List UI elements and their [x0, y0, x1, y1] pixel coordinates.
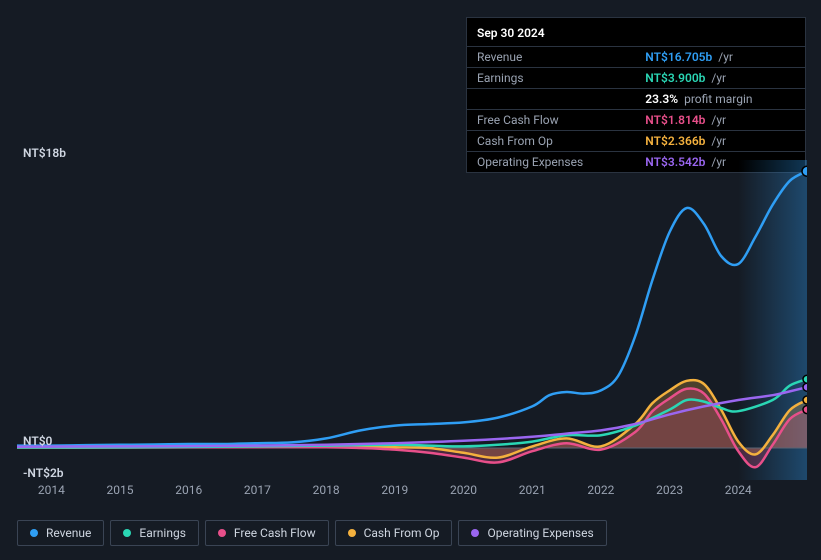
legend-item-revenue[interactable]: Revenue [17, 520, 104, 546]
legend-item-opex[interactable]: Operating Expenses [458, 520, 606, 546]
legend-item-earnings[interactable]: Earnings [110, 520, 199, 546]
y-tick-label: NT$18b [23, 146, 93, 160]
x-tick-label: 2018 [313, 483, 340, 497]
x-tick-label: 2019 [381, 483, 408, 497]
legend-label: Cash From Op [364, 526, 440, 540]
y-tick-label: NT$0 [23, 434, 93, 448]
legend-label: Earnings [139, 526, 186, 540]
tooltip-row-value: NT$16.705b /yr [635, 47, 805, 68]
x-tick-label: 2017 [244, 483, 271, 497]
x-tick-label: 2016 [175, 483, 202, 497]
tooltip-row-value: NT$2.366b /yr [635, 131, 805, 152]
tooltip-row-value: NT$1.814b /yr [635, 110, 805, 131]
tooltip-row-value: 23.3% profit margin [635, 89, 805, 110]
tooltip-table: RevenueNT$16.705b /yrEarningsNT$3.900b /… [467, 46, 805, 172]
end-marker-earnings [803, 375, 807, 383]
tooltip-row-label: Earnings [467, 68, 635, 89]
x-tick-label: 2020 [450, 483, 477, 497]
legend-item-cfo[interactable]: Cash From Op [335, 520, 453, 546]
legend-dot-icon [471, 529, 479, 537]
x-axis-labels: 2014 2015 2016 2017 2018 2019 2020 2021 2022 2023… [17, 483, 807, 501]
y-tick-label: -NT$2b [23, 466, 93, 480]
tooltip-row-value: NT$3.900b /yr [635, 68, 805, 89]
end-marker-cfo [803, 396, 807, 404]
legend-label: Operating Expenses [487, 526, 593, 540]
plot-area[interactable] [17, 160, 807, 480]
legend-label: Revenue [46, 526, 91, 540]
end-marker-opex [803, 383, 807, 391]
legend-item-fcf[interactable]: Free Cash Flow [205, 520, 329, 546]
x-tick-label: 2015 [107, 483, 134, 497]
x-tick-label: 2023 [656, 483, 683, 497]
legend-label: Free Cash Flow [234, 526, 316, 540]
legend-dot-icon [348, 529, 356, 537]
legend-dot-icon [123, 529, 131, 537]
tooltip-row-label [467, 89, 635, 110]
x-tick-label: 2022 [587, 483, 614, 497]
legend-dot-icon [30, 529, 38, 537]
legend: Revenue Earnings Free Cash Flow Cash From O… [17, 520, 607, 546]
end-marker-fcf [803, 406, 807, 414]
financials-chart: Sep 30 2024 RevenueNT$16.705b /yrEarning… [0, 0, 821, 560]
x-tick-label: 2024 [725, 483, 752, 497]
tooltip-row-label: Free Cash Flow [467, 110, 635, 131]
tooltip-date: Sep 30 2024 [467, 22, 805, 46]
tooltip-panel: Sep 30 2024 RevenueNT$16.705b /yrEarning… [466, 17, 806, 173]
tooltip-row-label: Revenue [467, 47, 635, 68]
x-tick-label: 2021 [519, 483, 546, 497]
x-tick-label: 2014 [38, 483, 65, 497]
legend-dot-icon [218, 529, 226, 537]
end-marker-revenue [802, 166, 807, 176]
tooltip-row-label: Cash From Op [467, 131, 635, 152]
